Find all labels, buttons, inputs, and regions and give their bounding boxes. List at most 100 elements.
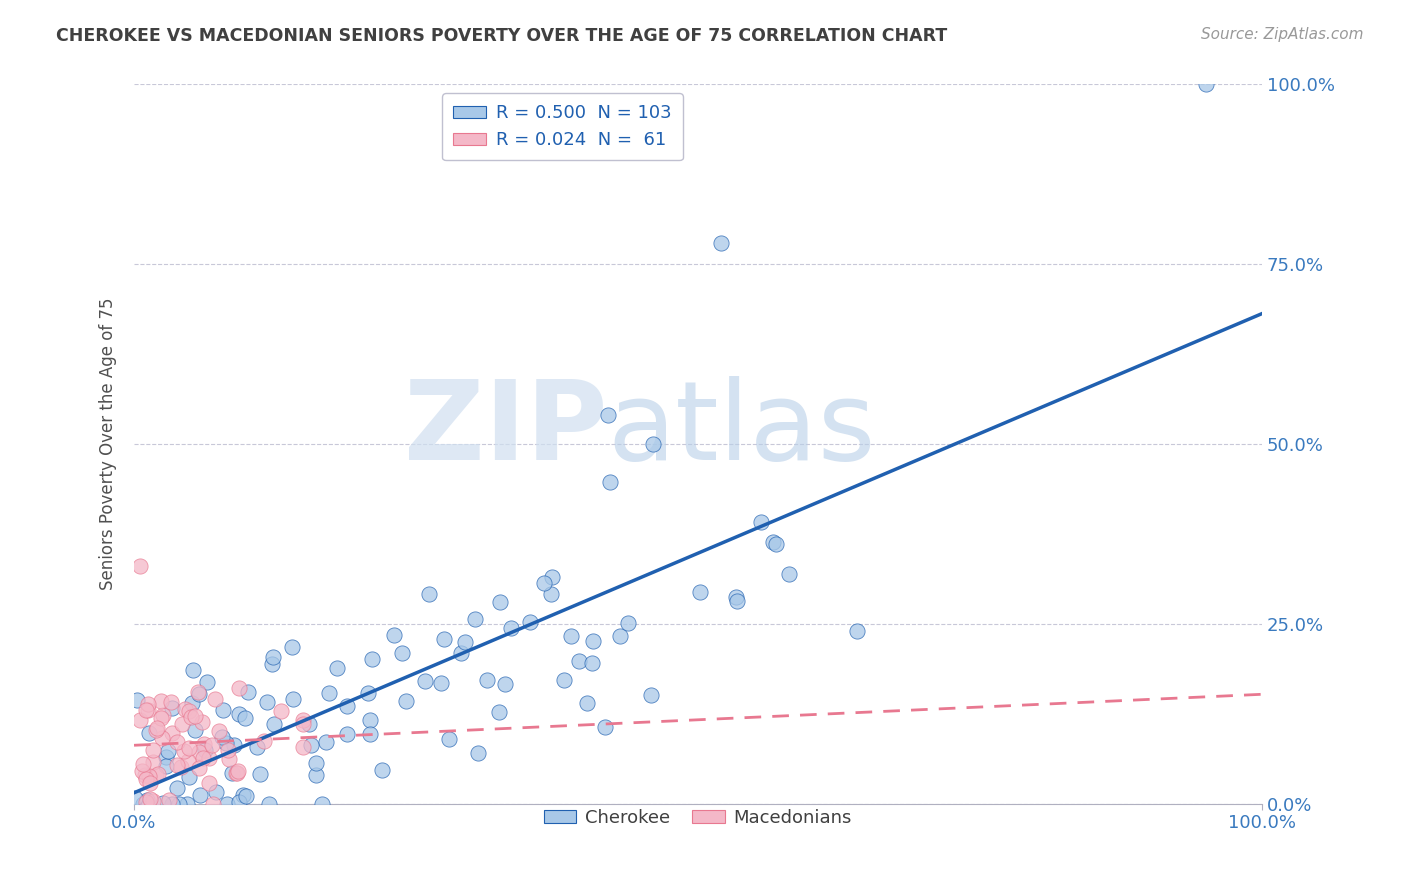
- Point: [139, 776, 162, 790]
- Point: [845, 624, 868, 638]
- Point: [162, 725, 184, 739]
- Point: [519, 615, 541, 629]
- Point: [260, 657, 283, 671]
- Point: [568, 654, 591, 668]
- Point: [418, 587, 440, 601]
- Point: [336, 727, 359, 741]
- Point: [599, 475, 621, 489]
- Point: [359, 713, 381, 727]
- Point: [292, 713, 315, 727]
- Point: [188, 789, 211, 803]
- Point: [433, 632, 456, 647]
- Point: [575, 696, 598, 710]
- Point: [187, 761, 209, 775]
- Point: [215, 736, 238, 750]
- Point: [162, 701, 184, 715]
- Point: [136, 698, 159, 712]
- Point: [135, 795, 157, 809]
- Point: [228, 681, 250, 695]
- Point: [149, 711, 172, 725]
- Point: [236, 685, 259, 699]
- Point: [640, 689, 662, 703]
- Point: [725, 594, 748, 608]
- Point: [225, 766, 247, 780]
- Point: [467, 746, 489, 760]
- Point: [132, 797, 155, 811]
- Point: [150, 731, 173, 745]
- Point: [138, 725, 160, 739]
- Point: [488, 706, 510, 720]
- Point: [371, 763, 394, 777]
- Point: [228, 795, 250, 809]
- Point: [281, 640, 304, 655]
- Point: [257, 797, 280, 811]
- Point: [361, 652, 384, 666]
- Point: [553, 673, 575, 687]
- Legend: Cherokee, Macedonians: Cherokee, Macedonians: [537, 802, 859, 834]
- Point: [1194, 78, 1216, 92]
- Point: [160, 694, 183, 708]
- Point: [221, 765, 243, 780]
- Point: [201, 738, 224, 752]
- Point: [179, 710, 201, 724]
- Point: [305, 756, 328, 771]
- Point: [191, 714, 214, 729]
- Point: [450, 646, 472, 660]
- Point: [134, 768, 156, 782]
- Point: [167, 797, 190, 811]
- Point: [129, 713, 152, 727]
- Point: [593, 720, 616, 734]
- Point: [138, 769, 160, 783]
- Point: [173, 702, 195, 716]
- Point: [311, 797, 333, 811]
- Point: [299, 738, 322, 752]
- Point: [224, 738, 246, 752]
- Point: [298, 716, 321, 731]
- Point: [217, 797, 239, 811]
- Point: [494, 676, 516, 690]
- Point: [208, 723, 231, 738]
- Point: [609, 628, 631, 642]
- Point: [725, 590, 748, 604]
- Point: [145, 768, 167, 782]
- Point: [357, 686, 380, 700]
- Point: [318, 686, 340, 700]
- Point: [217, 742, 239, 756]
- Point: [218, 752, 240, 766]
- Point: [135, 793, 157, 807]
- Point: [179, 741, 201, 756]
- Point: [181, 696, 204, 710]
- Point: [155, 750, 177, 764]
- Point: [157, 793, 180, 807]
- Point: [489, 595, 512, 609]
- Point: [135, 772, 157, 787]
- Point: [177, 705, 200, 719]
- Point: [464, 612, 486, 626]
- Text: ZIP: ZIP: [405, 376, 607, 483]
- Point: [152, 797, 174, 811]
- Point: [709, 235, 731, 250]
- Point: [560, 629, 582, 643]
- Point: [155, 759, 177, 773]
- Point: [181, 663, 204, 677]
- Point: [765, 537, 787, 551]
- Point: [142, 794, 165, 808]
- Point: [177, 754, 200, 768]
- Point: [194, 743, 217, 757]
- Point: [382, 628, 405, 642]
- Point: [249, 766, 271, 780]
- Point: [641, 437, 664, 451]
- Point: [749, 515, 772, 529]
- Point: [211, 730, 233, 744]
- Point: [231, 788, 253, 802]
- Point: [205, 785, 228, 799]
- Point: [540, 586, 562, 600]
- Point: [166, 758, 188, 772]
- Point: [202, 797, 225, 811]
- Point: [235, 789, 257, 803]
- Point: [146, 767, 169, 781]
- Point: [246, 740, 269, 755]
- Point: [454, 635, 477, 649]
- Point: [226, 764, 249, 778]
- Point: [131, 764, 153, 778]
